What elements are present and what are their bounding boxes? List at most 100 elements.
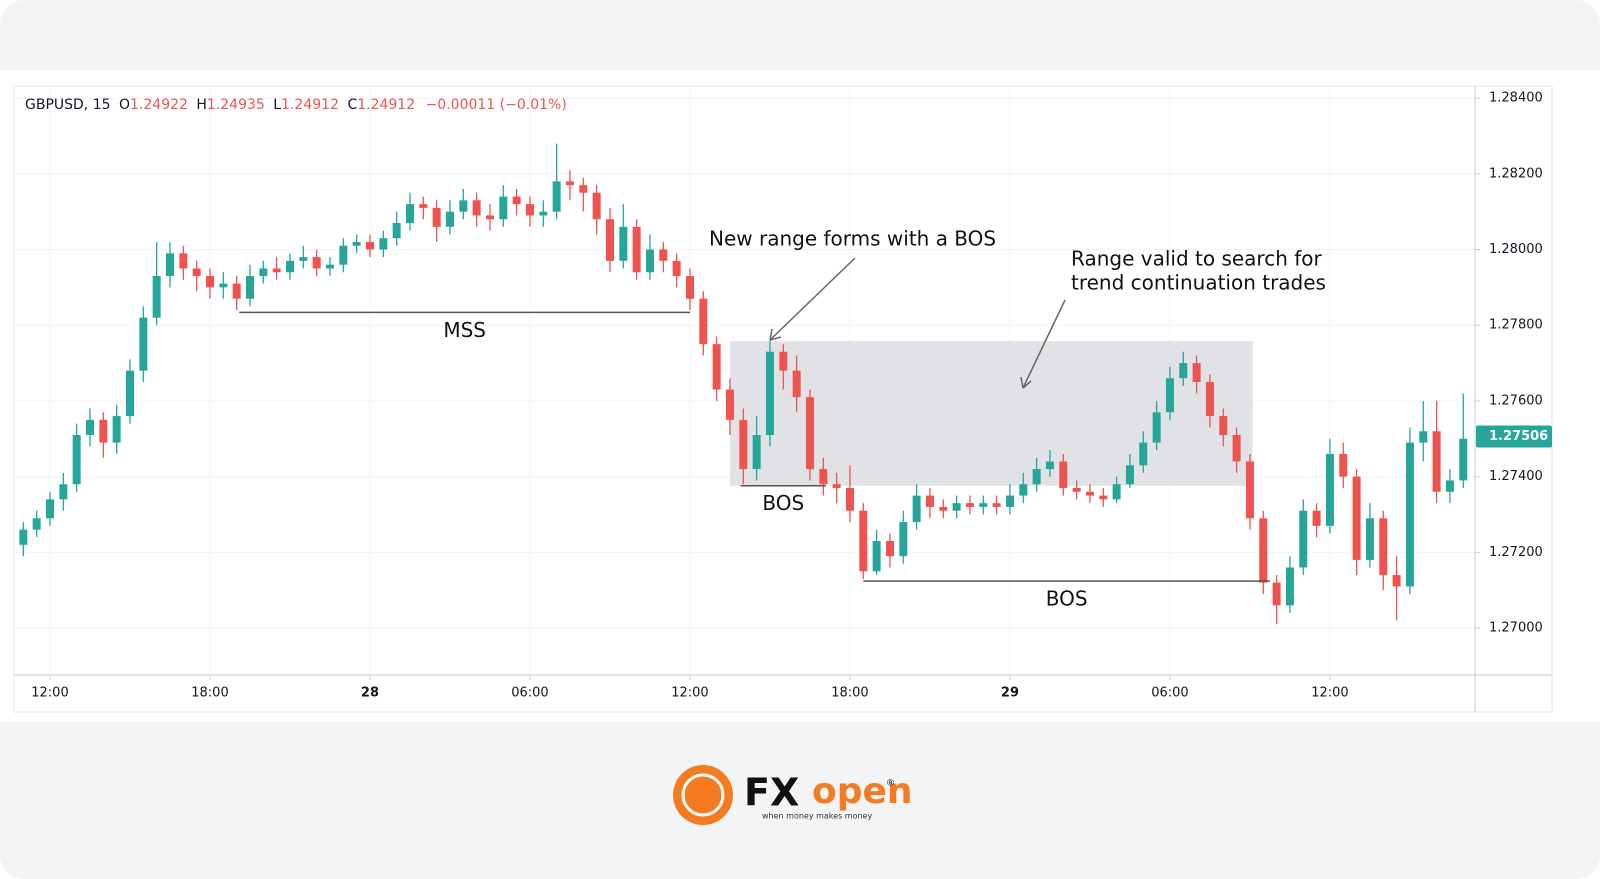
candle-body [1285,567,1294,606]
candle-body [1179,363,1188,379]
candle-body [979,503,988,507]
candle-body [885,540,894,557]
candle-body [565,181,574,186]
candle-body [472,200,481,216]
range-layer [729,341,1253,486]
candle-body [1299,510,1308,568]
candle-body [1045,461,1054,470]
candle-body [859,510,868,572]
candle-body [1072,488,1081,492]
open-label: O [119,97,130,113]
range-label: Range valid to search for [1071,247,1323,271]
candle-body [605,219,614,261]
candle-body [1085,491,1094,496]
x-tick-label: 12:00 [31,686,68,701]
high-value: 1.24935 [207,97,265,113]
candle-body [739,419,748,470]
candle-body [99,419,108,443]
candle-body [659,249,668,261]
candle-body [459,200,468,212]
candle-body [512,196,521,205]
candle-body [1219,416,1228,436]
y-tick-label: 1.27800 [1489,318,1543,333]
candle-body [1005,495,1014,507]
candle-body [992,503,1001,507]
candle-body [1099,495,1108,500]
candle-body [592,192,601,220]
candle-body [899,522,908,557]
candle-body [845,488,854,511]
candle-body [672,260,681,277]
candle-body [1139,442,1148,466]
candle-body [1192,363,1201,383]
candle-body [1152,412,1161,443]
annotation: New range forms with a BOS [709,227,996,251]
range-label: trend continuation trades [1071,271,1326,295]
y-tick-label: 1.28400 [1489,91,1543,106]
candle-body [525,204,534,216]
open-value: 1.24922 [130,97,188,113]
candle-body [1365,518,1374,560]
candle-body [379,238,388,250]
candle-body [339,245,348,265]
axes: 1.27000 1.27200 1.27400 1.27600 1.27800 1.280… [31,91,1552,701]
candle-body [632,226,641,273]
candle-body [779,351,788,371]
x-tick-label: 28 [361,686,379,701]
x-tick-label: 12:00 [1311,686,1348,701]
arrow [1022,299,1066,389]
candle-body [1232,435,1241,462]
candle-body [179,253,188,269]
candle-body [1125,465,1134,485]
candle-body [32,518,41,530]
candle-body [939,506,948,511]
candle-body [725,389,734,420]
y-tick-label: 1.28200 [1489,166,1543,181]
candle-body [1259,518,1268,583]
x-tick-label: 12:00 [671,686,708,701]
symbol: GBPUSD, 15 [25,97,111,113]
candle-body [1205,382,1214,417]
candle-body [1419,431,1428,443]
last-price-label: 1.27506 [1489,429,1548,444]
arrow [769,257,856,341]
candle-body [1059,461,1068,489]
candle-body [552,181,561,212]
candle-body [312,257,321,269]
candle-body [445,211,454,227]
y-tick-label: 1.27200 [1489,545,1543,560]
x-tick-label: 18:00 [831,686,868,701]
candle-body [819,469,828,485]
candle-body [832,484,841,489]
logo: FX open ® when money makes money [673,765,913,825]
candle-body [1112,484,1121,500]
candle-body [925,495,934,507]
change: −0.00011 (−0.01%) [426,97,567,113]
arrow-head [1020,376,1032,389]
y-tick-label: 1.28000 [1489,242,1543,257]
candle-body [165,253,174,277]
candle-body [125,370,134,417]
candle-body [1459,438,1468,481]
y-tick-label: 1.27400 [1489,469,1543,484]
candle-body [752,435,761,470]
high-label: H [196,97,207,113]
candle-body [1392,575,1401,587]
candle-body [152,276,161,318]
candle-body [285,260,294,273]
candle-body [352,241,361,246]
candle-body [392,223,401,239]
level-label: BOS [1046,587,1088,611]
candle-body [219,283,228,288]
candle-body [1245,461,1254,519]
candle-body [1019,484,1028,496]
candle-body [965,503,974,507]
candle-body [365,241,374,250]
candle-body [805,397,814,470]
candle-body [1352,476,1361,560]
candle-body [272,268,281,273]
x-tick-label: 29 [1001,686,1019,701]
candle-body [1405,442,1414,587]
